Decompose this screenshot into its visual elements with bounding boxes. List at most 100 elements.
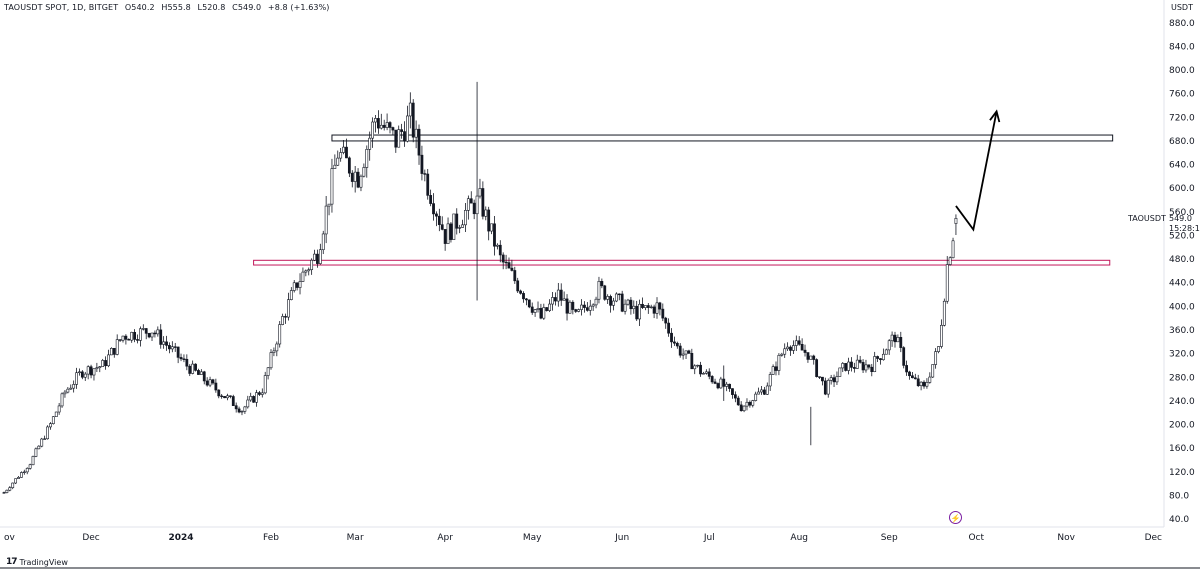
ohlc-high: H555.8 [161,3,191,12]
y-tick-label: 560.0 [1169,208,1195,218]
tradingview-logo[interactable]: 17 TradingView [6,557,68,567]
candle [449,222,453,243]
candle-body [150,332,154,338]
candle-body [130,331,134,341]
candle [466,195,470,220]
candle [908,370,911,380]
candle [922,380,926,389]
candle-body [942,300,946,326]
candle [789,345,792,356]
candle-body [821,376,824,382]
candle [812,354,816,365]
candle-body [139,328,142,341]
candle [133,329,137,343]
candle [539,303,543,320]
candle-body [847,361,850,371]
candle [414,120,418,149]
candle-body [835,376,839,383]
candle-body [916,378,920,387]
candle-body [211,379,215,384]
price-scale[interactable]: 40.0 80.0 120.0 160.0 200.0 240.0 280.0 320.0 36… [1169,19,1195,525]
candle [725,381,729,392]
candle [574,308,578,313]
projection-layer [955,109,1001,232]
candle-body [339,152,343,159]
candle-body [461,224,464,228]
candle [803,344,807,357]
candle-body [443,229,447,244]
candle-body [498,244,502,256]
candle-body [728,383,731,389]
candle [580,299,583,316]
candle [432,193,435,221]
candle-body [406,115,409,142]
candle-body [133,331,137,340]
candle-body [92,368,96,376]
candle [693,364,697,375]
candle [269,349,273,370]
candle-body [452,213,456,240]
candle [368,131,372,161]
y-tick-label: 640.0 [1169,161,1195,171]
candle [153,330,157,338]
candle-body [292,282,296,291]
candlestick-series [2,81,958,494]
time-scale[interactable]: ov Dec 2024 Feb Mar Apr May Jun Jul Aug Sep Oct Nov D… [4,533,1162,543]
candle-body [255,392,258,403]
candle [313,249,316,262]
candle-body [815,359,819,377]
candle-body [771,366,775,375]
candle-body [37,445,41,450]
candle-body [794,340,798,346]
candle [876,355,879,363]
candle-body [455,213,459,229]
y-tick-label: 840.0 [1169,42,1195,52]
candle [809,355,813,446]
candle [765,382,769,395]
candle [493,215,496,256]
candle [829,374,833,385]
candle [748,400,752,408]
candle [385,113,389,131]
lightning-icon[interactable]: ⚡ [949,511,962,524]
candle [475,81,479,301]
candle-body [736,397,740,406]
candle [942,298,946,327]
candle [115,334,119,356]
candle [612,297,615,311]
candle-body [501,254,505,263]
candle-body [739,404,743,412]
currency-label[interactable]: USDT [1171,3,1193,12]
candle-body [31,456,35,466]
candle [168,342,171,354]
candle [661,303,665,322]
candle-body [234,405,238,410]
candle [141,324,145,331]
candle-body [829,377,833,381]
candle [533,309,537,317]
y-tick-label: 480.0 [1169,255,1195,265]
candle-body [353,171,357,182]
y-tick-label: 800.0 [1169,66,1195,76]
candle [382,119,386,131]
candle [156,326,160,337]
projection-path [955,111,998,232]
candle-body [600,281,604,287]
candle [565,294,569,321]
candle-body [490,223,493,232]
candle-body [2,492,6,494]
candle-body [124,335,128,340]
symbol-title[interactable]: TAOUSDT SPOT, 1D, BITGET [4,3,119,12]
candle [365,145,369,178]
y-tick-label: 80.0 [1169,491,1189,501]
candle [556,282,560,307]
candle-body [95,367,99,370]
candle [188,364,192,377]
candle-body [246,399,250,408]
candle [333,154,337,169]
candle [690,348,694,370]
candle-body [568,301,572,314]
candle [490,223,493,235]
candle [504,254,508,270]
